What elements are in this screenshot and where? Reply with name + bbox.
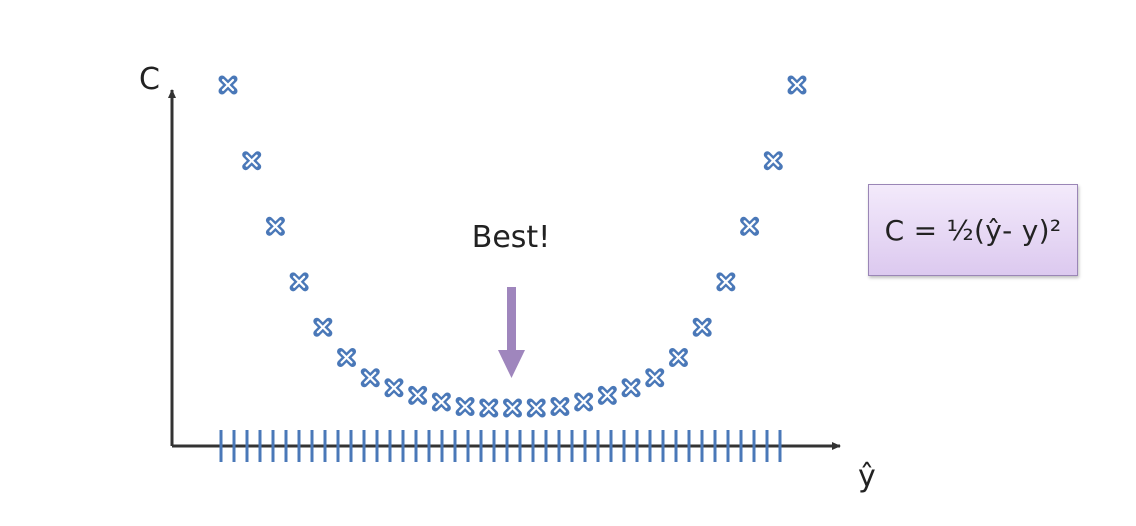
data-point: [716, 272, 736, 292]
data-point: [337, 348, 357, 368]
formula-text: C = ½(ŷ- y)²: [884, 213, 1062, 247]
formula-box: C = ½(ŷ- y)²: [868, 184, 1078, 276]
data-point: [360, 368, 380, 388]
data-point: [265, 216, 285, 236]
data-point: [384, 378, 404, 398]
data-point: [218, 75, 238, 95]
data-point: [645, 368, 665, 388]
best-annotation: Best!: [472, 220, 550, 255]
data-point: [479, 398, 499, 418]
data-point: [692, 317, 712, 337]
data-point: [740, 216, 760, 236]
data-point: [787, 75, 807, 95]
data-point: [763, 151, 783, 171]
data-point: [242, 151, 262, 171]
data-point: [431, 392, 451, 412]
data-points: [218, 75, 807, 418]
data-point: [455, 396, 475, 416]
data-point: [668, 348, 688, 368]
data-point: [313, 317, 333, 337]
data-point: [526, 398, 546, 418]
data-point: [597, 385, 617, 405]
down-arrow-icon: [498, 287, 525, 378]
data-point: [408, 385, 428, 405]
data-point: [503, 398, 522, 418]
rug-ticks: [219, 430, 782, 462]
data-point: [550, 396, 570, 416]
axes: [168, 89, 841, 450]
data-point: [621, 378, 641, 398]
y-axis-label: C: [139, 62, 160, 97]
data-point: [289, 272, 309, 292]
data-point: [574, 392, 594, 412]
x-axis-label: ŷ: [858, 459, 876, 494]
